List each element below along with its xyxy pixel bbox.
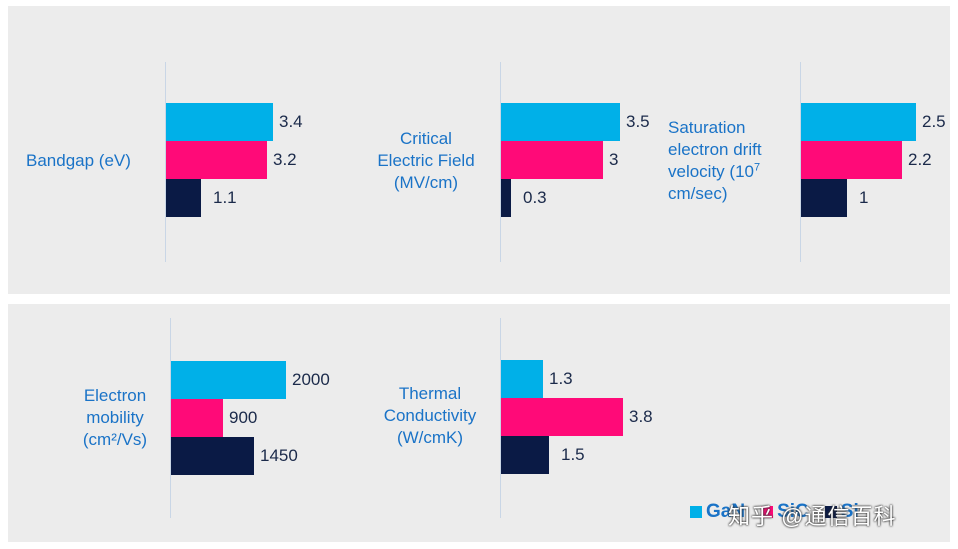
value-label-si-panel-1: 0.3 (523, 188, 547, 207)
value-label-gan-panel-0: 3.4 (279, 112, 303, 131)
value-label-sic-panel-4: 3.8 (629, 407, 653, 426)
legend-item-si: Si (824, 501, 859, 523)
axis-line-panel-4 (500, 318, 501, 518)
bandgap-label: Bandgap (eV) (26, 151, 131, 170)
axis-line-panel-1 (500, 62, 501, 262)
axis-line-panel-2 (800, 62, 801, 262)
value-label-gan-panel-4: 1.3 (549, 369, 573, 388)
bar-sic-panel-4 (501, 398, 623, 436)
bar-gan-panel-0 (166, 103, 273, 141)
bar-gan-panel-3 (171, 361, 286, 399)
watermark-text: 知乎 @通信百科 (728, 504, 897, 529)
legend-label-gan: GaN (706, 501, 746, 522)
thermal-conductivity-label: Thermal Conductivity (W/cmK) (383, 384, 477, 447)
axis-line-panel-0 (165, 62, 166, 262)
value-label-si-panel-4: 1.5 (561, 445, 585, 464)
value-label-si-panel-3: 1450 (260, 446, 298, 465)
legend-swatch-si (824, 506, 837, 518)
axis-line-panel-3 (170, 318, 171, 518)
legend-swatch-gan (690, 506, 702, 518)
value-label-sic-panel-3: 900 (229, 408, 258, 427)
legend-item-sic: SiC (761, 501, 809, 523)
value-label-sic-panel-2: 2.2 (908, 150, 932, 169)
value-label-si-panel-2: 1 (859, 188, 869, 207)
saturation-velocity-label: Saturation electron drift velocity (107 … (668, 118, 762, 203)
bar-sic-panel-2 (801, 141, 902, 179)
value-label-gan-panel-1: 3.5 (626, 112, 650, 131)
critical-field-label: Critical Electric Field (MV/cm) (377, 129, 475, 192)
bar-sic-panel-1 (501, 141, 603, 179)
electron-mobility-label: Electron mobility (cm²/Vs) (82, 386, 148, 449)
bar-sic-panel-0 (166, 141, 267, 179)
legend: GaN SiC Si (690, 501, 869, 523)
legend-label-sic: SiC (777, 501, 809, 522)
bar-gan-panel-2 (801, 103, 916, 141)
legend-label-si: Si (840, 501, 859, 522)
value-label-sic-panel-1: 3 (609, 150, 619, 169)
value-label-gan-panel-2: 2.5 (922, 112, 946, 131)
bar-si-panel-0 (166, 179, 201, 217)
chart-panel-bottom (8, 304, 950, 542)
bar-si-panel-4 (501, 436, 549, 474)
bar-gan-panel-4 (501, 360, 543, 398)
bar-si-panel-2 (801, 179, 847, 217)
value-label-sic-panel-0: 3.2 (273, 150, 297, 169)
legend-item-gan: GaN (690, 501, 745, 523)
value-label-gan-panel-3: 2000 (292, 370, 330, 389)
bar-sic-panel-3 (171, 399, 223, 437)
value-label-si-panel-0: 1.1 (213, 188, 237, 207)
bar-si-panel-1 (501, 179, 511, 217)
legend-swatch-sic (761, 506, 774, 518)
bar-gan-panel-1 (501, 103, 620, 141)
bar-si-panel-3 (171, 437, 254, 475)
